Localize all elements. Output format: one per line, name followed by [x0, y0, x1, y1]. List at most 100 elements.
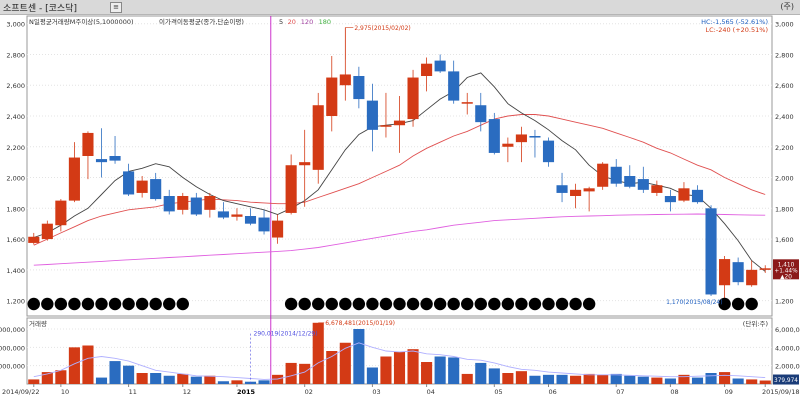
signal-dot: [325, 297, 338, 311]
candle-body: [705, 208, 717, 295]
price-units: (주): [780, 2, 794, 11]
candle-body: [759, 268, 771, 270]
high-change-label: HC:-1,565 (-52.61%): [701, 18, 768, 26]
candle-body: [502, 143, 514, 147]
signal-dot: [41, 297, 54, 311]
price-tick-left: 2,600: [6, 82, 25, 90]
candle-body: [231, 214, 243, 217]
price-tick-right: 2,000: [775, 175, 794, 183]
volume-bar: [610, 373, 622, 384]
candle-body: [407, 77, 419, 120]
signal-dot: [582, 297, 596, 311]
candle-body: [285, 165, 297, 213]
volume-bar: [258, 380, 270, 384]
price-volume-chart[interactable]: 1,2001,2001,4001,4001,6001,6001,8001,800…: [0, 14, 800, 400]
volume-tick-left: 2,000,000: [0, 363, 25, 371]
price-tag: [773, 259, 799, 280]
volume-bar: [488, 368, 500, 384]
candle-body: [109, 156, 121, 161]
volume-panel-units: (단위:주): [743, 319, 768, 328]
price-tick-left: 2,400: [6, 113, 25, 121]
peak-annotation: 2,975(2015/02/02): [354, 25, 410, 32]
candle-body: [515, 134, 527, 143]
volume-bar: [624, 375, 636, 384]
signal-dot: [542, 297, 555, 311]
signal-dot: [569, 297, 582, 311]
candle-body: [678, 188, 690, 201]
price-tick-left: 2,200: [6, 144, 25, 152]
x-tick-label: 08: [670, 388, 678, 396]
volume-bar: [651, 377, 663, 384]
candle-body: [312, 105, 324, 170]
volume-peak-annotation: 6,678,481(2015/01/19): [325, 320, 395, 327]
menu-button[interactable]: ≡: [110, 2, 122, 13]
legend-period: 5: [279, 18, 283, 26]
candle-body: [150, 179, 162, 200]
candle-body: [339, 74, 351, 86]
volume-bar: [461, 373, 473, 384]
x-tick-label: 02: [305, 388, 313, 396]
signal-dot: [366, 297, 379, 311]
volume-bar: [434, 356, 446, 384]
candle-body: [177, 196, 189, 210]
x-tick-label: 11: [129, 388, 137, 396]
signal-dot: [163, 297, 176, 311]
candle-body: [366, 100, 378, 130]
x-tick-label: 2015: [237, 388, 256, 396]
signal-dot: [298, 297, 311, 311]
volume-bar: [380, 356, 392, 384]
price-tick-right: 1,200: [775, 298, 794, 306]
signal-dot: [501, 297, 515, 311]
candle-body: [204, 196, 216, 210]
x-tick-label: 03: [372, 388, 380, 396]
candle-body: [624, 176, 636, 187]
volume-bar: [82, 345, 94, 384]
volume-bar: [732, 378, 744, 384]
signal-dot: [406, 297, 420, 311]
candle-body: [68, 157, 80, 201]
ma-line-red: [33, 114, 766, 246]
signal-dot: [95, 297, 108, 311]
signal-dot: [108, 297, 122, 311]
candle-body: [732, 262, 744, 283]
candle-body: [82, 132, 94, 156]
volume-bar: [136, 373, 148, 384]
signal-dot: [433, 297, 447, 311]
volume-bar: [163, 375, 175, 384]
signal-dot: [68, 297, 81, 311]
legend-period: 120: [301, 18, 313, 26]
volume-bar: [231, 380, 243, 384]
price-tick-right: 1,800: [775, 205, 794, 213]
price-tick-right: 2,800: [775, 51, 794, 59]
legend-ma-label: 이가격이동평균(종가,단순이평): [159, 17, 244, 26]
volume-bar: [475, 362, 487, 384]
candle-body: [217, 211, 229, 218]
volume-bar: [597, 374, 609, 384]
volume-tag: [773, 374, 799, 385]
candle-body: [380, 125, 392, 127]
volume-bar: [570, 375, 582, 384]
candle-body: [461, 102, 473, 104]
volume-bar: [542, 374, 555, 384]
legend-period: 20: [288, 18, 296, 26]
candle-body: [326, 77, 338, 116]
signal-dot: [718, 297, 731, 311]
x-tick-label: 12: [183, 388, 191, 396]
volume-bar: [366, 367, 378, 384]
volume-bar: [705, 373, 717, 384]
volume-bar: [299, 363, 311, 384]
signal-dot: [122, 297, 135, 311]
volume-bar: [55, 370, 67, 384]
candle-body: [95, 159, 108, 163]
price-tick-left: 1,400: [6, 267, 25, 275]
signal-dot: [339, 297, 352, 311]
price-panel: [26, 15, 773, 317]
signal-dot: [149, 297, 162, 311]
volume-bar: [502, 373, 514, 384]
candle-body: [597, 163, 609, 187]
signal-dot: [731, 297, 745, 311]
candle-body: [529, 136, 541, 138]
legend-condition: N일평균거래량M주이상(5,1000000): [29, 17, 134, 26]
candle-body: [41, 223, 53, 240]
x-tick-label: 2015/09/18: [762, 388, 799, 396]
